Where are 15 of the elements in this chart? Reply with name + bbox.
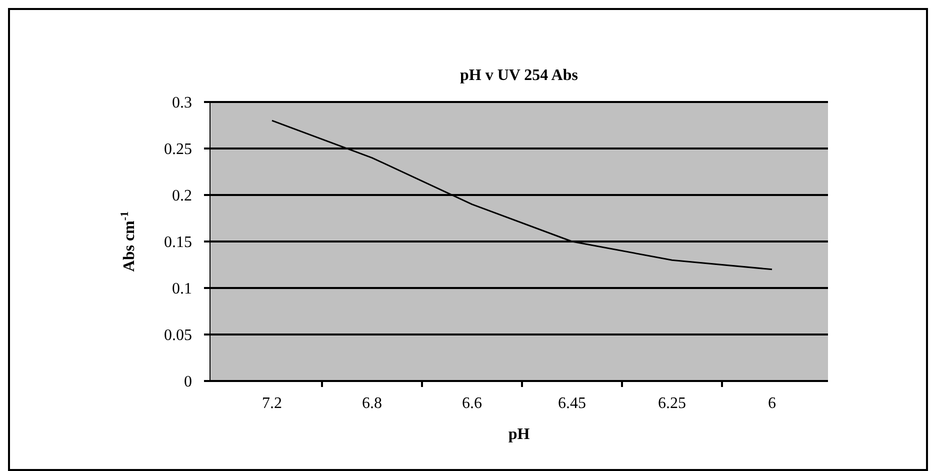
x-tick-label: 6.8	[362, 395, 382, 412]
y-tick-label: 0.2	[172, 188, 192, 205]
y-tick-label: 0	[184, 374, 192, 391]
y-tick-label: 0.05	[164, 327, 192, 344]
x-tick-label: 6.25	[658, 395, 686, 412]
y-tick-label: 0.1	[172, 280, 192, 298]
x-tick-label: 6.45	[558, 395, 586, 412]
y-tick-label: 0.3	[172, 94, 192, 112]
x-tick-label: 7.2	[262, 395, 282, 412]
x-axis-title: pH	[508, 426, 530, 443]
chart-title: pH v UV 254 Abs	[460, 67, 578, 84]
y-tick-label: 0.15	[164, 234, 192, 252]
x-tick-label: 6.6	[462, 395, 482, 412]
y-tick-label: 0.25	[164, 141, 192, 158]
x-tick-label: 6	[768, 395, 776, 412]
